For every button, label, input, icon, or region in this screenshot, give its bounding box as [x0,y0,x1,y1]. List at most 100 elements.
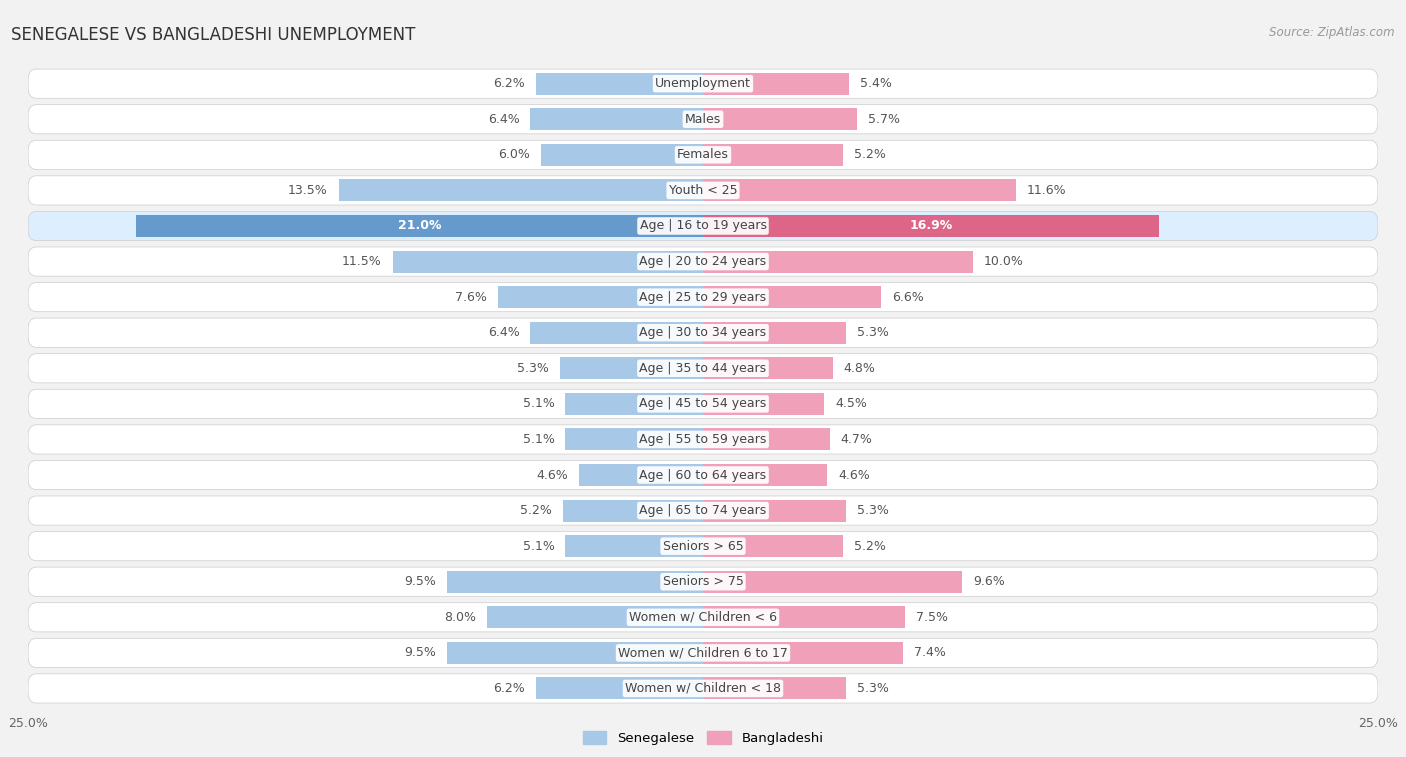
Bar [703,108,856,130]
Text: Age | 65 to 74 years: Age | 65 to 74 years [640,504,766,517]
Bar [703,215,1159,237]
Text: 9.5%: 9.5% [404,646,436,659]
Text: Males: Males [685,113,721,126]
Bar [486,606,703,628]
Bar [498,286,703,308]
Text: 4.7%: 4.7% [841,433,873,446]
FancyBboxPatch shape [28,318,1378,347]
Text: 5.1%: 5.1% [523,433,554,446]
Text: 4.6%: 4.6% [838,469,870,481]
Bar [703,286,882,308]
Text: SENEGALESE VS BANGLADESHI UNEMPLOYMENT: SENEGALESE VS BANGLADESHI UNEMPLOYMENT [11,26,416,45]
Text: Seniors > 65: Seniors > 65 [662,540,744,553]
Text: 5.3%: 5.3% [856,326,889,339]
Text: Women w/ Children < 18: Women w/ Children < 18 [626,682,780,695]
FancyBboxPatch shape [28,531,1378,561]
Bar [447,642,703,664]
Text: 5.3%: 5.3% [517,362,550,375]
Text: 4.5%: 4.5% [835,397,868,410]
Text: 4.6%: 4.6% [536,469,568,481]
Text: 6.6%: 6.6% [891,291,924,304]
Text: 5.3%: 5.3% [856,504,889,517]
Bar [703,357,832,379]
Bar [703,642,903,664]
Text: 11.5%: 11.5% [342,255,382,268]
Text: 5.2%: 5.2% [855,148,886,161]
FancyBboxPatch shape [28,354,1378,383]
Text: 5.2%: 5.2% [520,504,551,517]
Text: Age | 30 to 34 years: Age | 30 to 34 years [640,326,766,339]
Text: Women w/ Children < 6: Women w/ Children < 6 [628,611,778,624]
FancyBboxPatch shape [28,69,1378,98]
Text: Seniors > 75: Seniors > 75 [662,575,744,588]
Text: 6.2%: 6.2% [494,682,524,695]
Text: 16.9%: 16.9% [910,220,953,232]
Text: 9.5%: 9.5% [404,575,436,588]
FancyBboxPatch shape [28,104,1378,134]
Text: 7.5%: 7.5% [917,611,948,624]
Text: 10.0%: 10.0% [984,255,1024,268]
Bar [447,571,703,593]
Bar [703,144,844,166]
Text: Age | 55 to 59 years: Age | 55 to 59 years [640,433,766,446]
Text: 5.2%: 5.2% [855,540,886,553]
Bar [536,73,703,95]
FancyBboxPatch shape [28,211,1378,241]
Bar [703,606,905,628]
FancyBboxPatch shape [28,567,1378,597]
Text: Age | 25 to 29 years: Age | 25 to 29 years [640,291,766,304]
Text: Age | 20 to 24 years: Age | 20 to 24 years [640,255,766,268]
Text: 7.6%: 7.6% [456,291,486,304]
Text: Females: Females [678,148,728,161]
Bar [530,322,703,344]
Text: 6.4%: 6.4% [488,326,519,339]
Bar [339,179,703,201]
Bar [703,251,973,273]
Bar [703,73,849,95]
Text: 6.4%: 6.4% [488,113,519,126]
Text: Unemployment: Unemployment [655,77,751,90]
Legend: Senegalese, Bangladeshi: Senegalese, Bangladeshi [578,726,828,750]
Bar [703,678,846,699]
FancyBboxPatch shape [28,176,1378,205]
FancyBboxPatch shape [28,638,1378,668]
Text: 5.1%: 5.1% [523,397,554,410]
Bar [530,108,703,130]
Text: 6.2%: 6.2% [494,77,524,90]
Bar [565,535,703,557]
Text: 5.4%: 5.4% [859,77,891,90]
Bar [703,322,846,344]
Bar [703,464,827,486]
Bar [565,393,703,415]
Text: 5.7%: 5.7% [868,113,900,126]
FancyBboxPatch shape [28,425,1378,454]
Bar [703,428,830,450]
Bar [136,215,703,237]
Bar [579,464,703,486]
FancyBboxPatch shape [28,140,1378,170]
FancyBboxPatch shape [28,282,1378,312]
Bar [541,144,703,166]
Text: Age | 45 to 54 years: Age | 45 to 54 years [640,397,766,410]
FancyBboxPatch shape [28,389,1378,419]
Text: 9.6%: 9.6% [973,575,1005,588]
Text: Age | 35 to 44 years: Age | 35 to 44 years [640,362,766,375]
Text: 5.3%: 5.3% [856,682,889,695]
Bar [703,179,1017,201]
FancyBboxPatch shape [28,674,1378,703]
Text: 11.6%: 11.6% [1026,184,1067,197]
Text: 6.0%: 6.0% [498,148,530,161]
Text: 7.4%: 7.4% [914,646,945,659]
Bar [703,571,962,593]
Bar [703,500,846,522]
Text: 13.5%: 13.5% [288,184,328,197]
Bar [703,393,824,415]
Text: 8.0%: 8.0% [444,611,477,624]
Bar [536,678,703,699]
Text: 4.8%: 4.8% [844,362,876,375]
Bar [703,535,844,557]
FancyBboxPatch shape [28,460,1378,490]
Bar [392,251,703,273]
FancyBboxPatch shape [28,496,1378,525]
FancyBboxPatch shape [28,603,1378,632]
